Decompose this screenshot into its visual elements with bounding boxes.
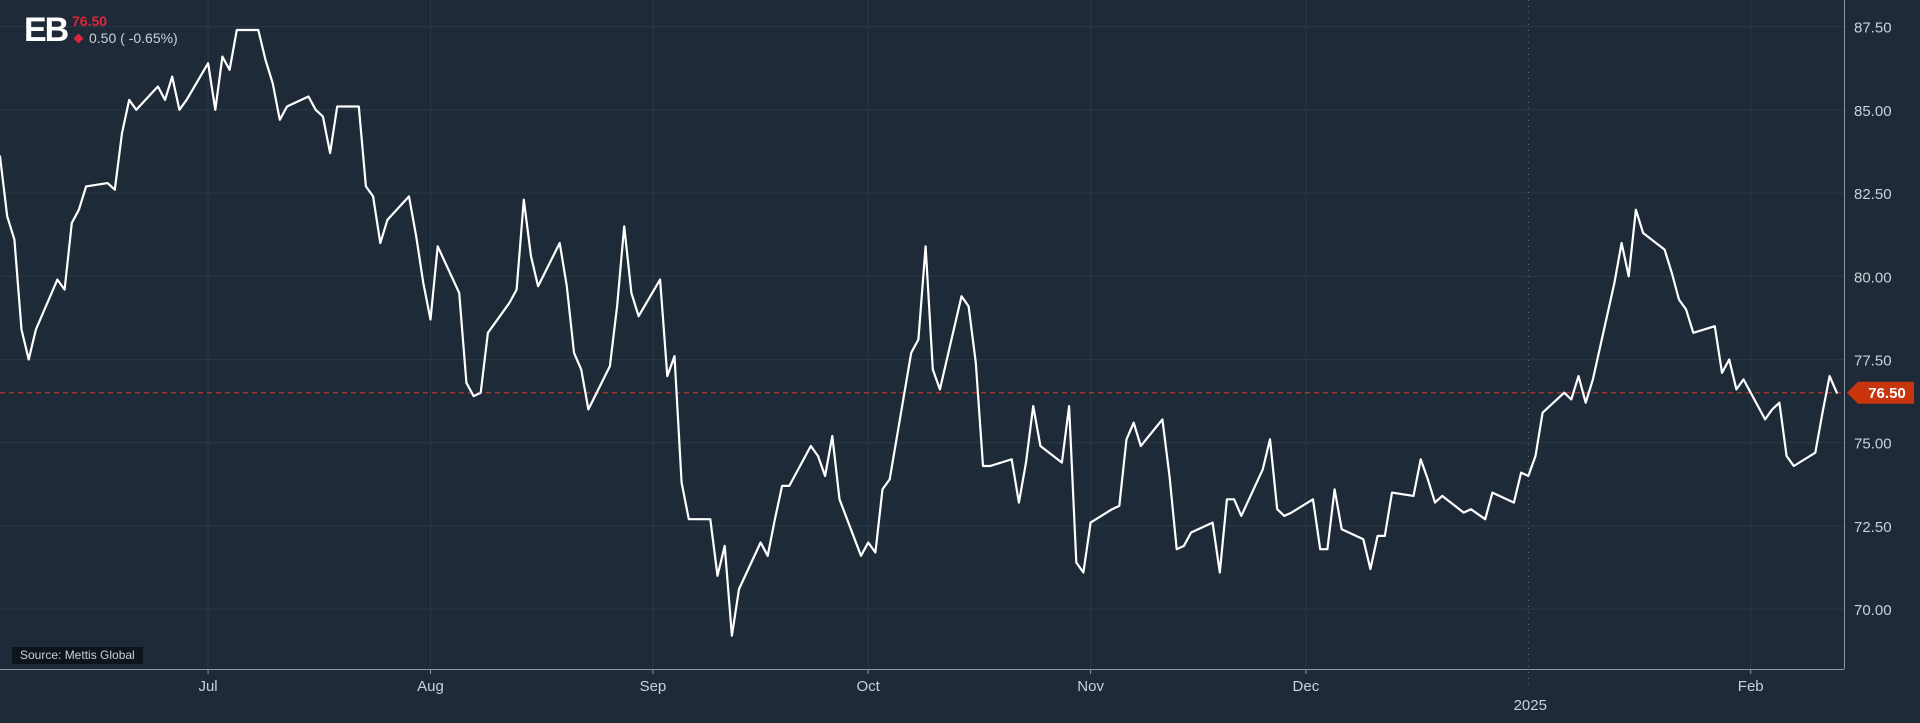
price-series-line (0, 28, 1838, 637)
x-tick-label: Nov (1077, 678, 1104, 695)
axes (0, 0, 1845, 674)
y-tick-label: 85.00 (1854, 103, 1892, 120)
grid-lines (0, 0, 1844, 685)
x-tick-label: Dec (1293, 678, 1320, 695)
last-price-marker-layer: 76.50 (1847, 381, 1914, 404)
y-tick-label: 77.50 (1854, 352, 1892, 369)
tick-labels: 70.00 72.50 75.00 77.50 80.00 82.50 85.00 87.50… (198, 20, 1891, 714)
last-price-tag-shape (1847, 381, 1914, 404)
y-tick-label: 82.50 (1854, 186, 1892, 203)
logo: EB (24, 11, 69, 49)
y-tick-label: 70.00 (1854, 602, 1892, 619)
down-arrow-icon (73, 33, 84, 44)
last-price-tag-label: 76.50 (1868, 385, 1906, 402)
x-tick-label: Sep (640, 678, 667, 695)
price-change: 0.50 ( -0.65%) (72, 30, 178, 46)
x-tick-label: Oct (857, 678, 881, 695)
x-tick-label: Feb (1738, 678, 1764, 695)
x-tick-label: Aug (417, 678, 444, 695)
year-label: 2025 (1514, 697, 1547, 714)
price-change-text: 0.50 ( -0.65%) (89, 30, 178, 46)
source-label: Source: Mettis Global (12, 647, 143, 664)
y-tick-label: 80.00 (1854, 269, 1892, 286)
last-price: 76.50 (72, 13, 108, 29)
last-price-marker: 76.50 (1847, 381, 1914, 404)
y-tick-label: 75.00 (1854, 436, 1892, 453)
y-tick-label: 72.50 (1854, 519, 1892, 536)
y-tick-label: 87.50 (1854, 20, 1892, 37)
series-layer (0, 28, 1838, 637)
x-tick-label: Jul (198, 678, 217, 695)
